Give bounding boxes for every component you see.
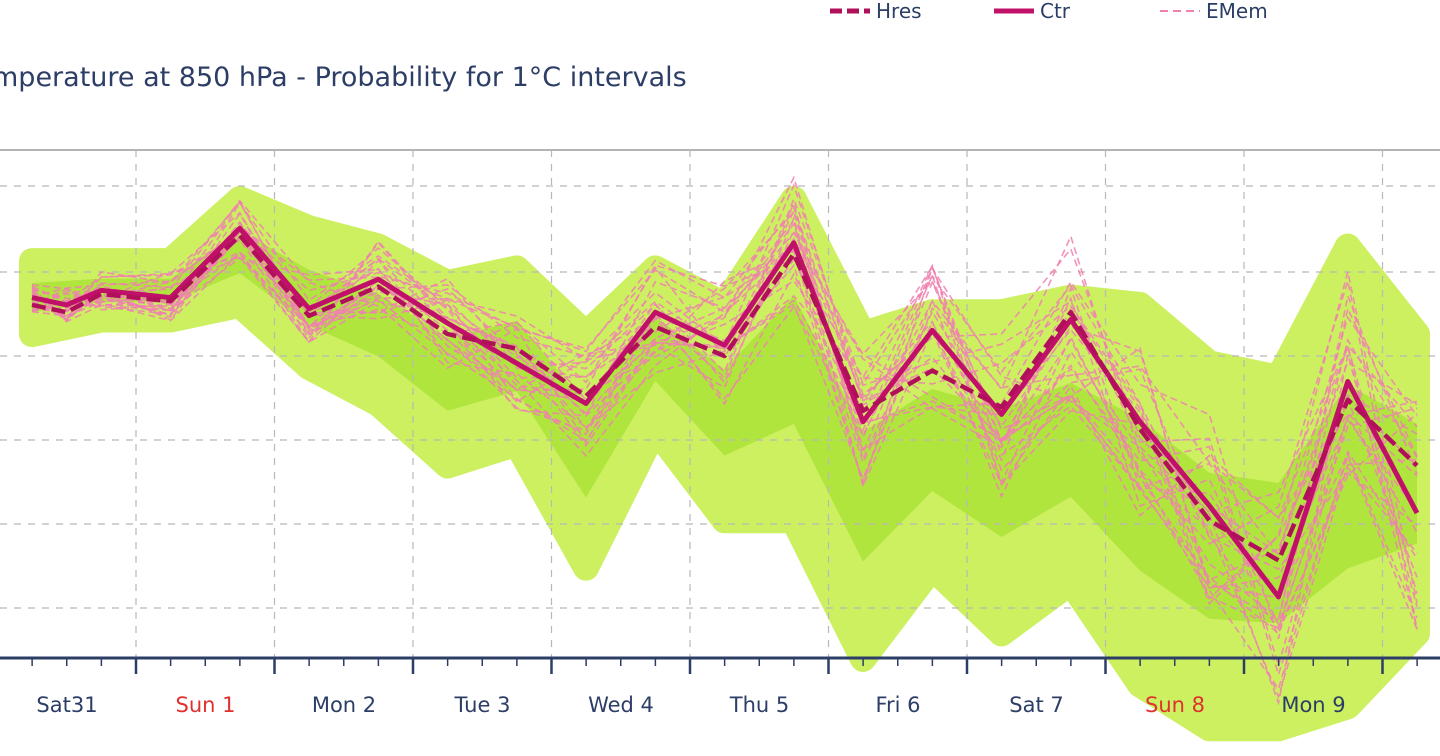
ensemble-member-line bbox=[31, 252, 1418, 678]
legend: Hres Ctr EMem bbox=[0, 0, 1440, 26]
x-axis-label: Sun 8 bbox=[1145, 693, 1205, 717]
ensemble-member-line bbox=[31, 249, 1418, 630]
x-axis-label: Wed 4 bbox=[588, 693, 654, 717]
x-axis-label: Sat31 bbox=[36, 693, 97, 717]
ensemble-member-line bbox=[31, 235, 1418, 589]
x-axis-label: Sat 7 bbox=[1009, 693, 1063, 717]
chart-title: mperature at 850 hPa - Probability for 1… bbox=[0, 62, 687, 93]
x-axis-label: Mon 9 bbox=[1281, 693, 1345, 717]
ensemble-member-line bbox=[31, 200, 1418, 599]
ensemble-member-line bbox=[31, 175, 1418, 622]
ensemble-member-line bbox=[31, 236, 1418, 581]
ctr-series-line bbox=[31, 225, 1420, 600]
ensemble-member-line bbox=[31, 196, 1418, 604]
ensemble-member-line bbox=[31, 201, 1418, 571]
legend-item-emem: EMem bbox=[1160, 0, 1268, 23]
legend-item-ctr: Ctr bbox=[994, 0, 1071, 23]
x-axis-label: Fri 6 bbox=[875, 693, 920, 717]
ensemble-member-line bbox=[31, 232, 1418, 519]
x-axis-label: Tue 3 bbox=[454, 693, 511, 717]
emem-line-swatch bbox=[1160, 10, 1200, 12]
ensemble-member-line bbox=[31, 199, 1418, 631]
ensemble-member-line bbox=[31, 215, 1418, 630]
hres-line-swatch bbox=[830, 8, 870, 14]
ensemble-member-line bbox=[31, 230, 1418, 594]
x-axis: Sat31 Sun 1 Mon 2 Tue 3 Wed 4 Thu 5 Fri 6 Sat 7… bbox=[0, 656, 1440, 717]
x-axis-label: Thu 5 bbox=[729, 693, 789, 717]
probability-band-inner bbox=[32, 230, 1417, 624]
ensemble-member-line bbox=[31, 199, 1418, 627]
x-axis-label: Mon 2 bbox=[312, 693, 376, 717]
legend-label-emem: EMem bbox=[1206, 0, 1268, 23]
legend-label-hres: Hres bbox=[876, 0, 922, 23]
probability-bands bbox=[19, 186, 1430, 742]
legend-item-hres: Hres bbox=[830, 0, 922, 23]
ctr-line-swatch bbox=[994, 8, 1034, 14]
legend-label-ctr: Ctr bbox=[1040, 0, 1071, 23]
main-series bbox=[31, 225, 1420, 600]
x-axis-label: Sun 1 bbox=[176, 693, 236, 717]
hres-series-line bbox=[31, 233, 1419, 563]
